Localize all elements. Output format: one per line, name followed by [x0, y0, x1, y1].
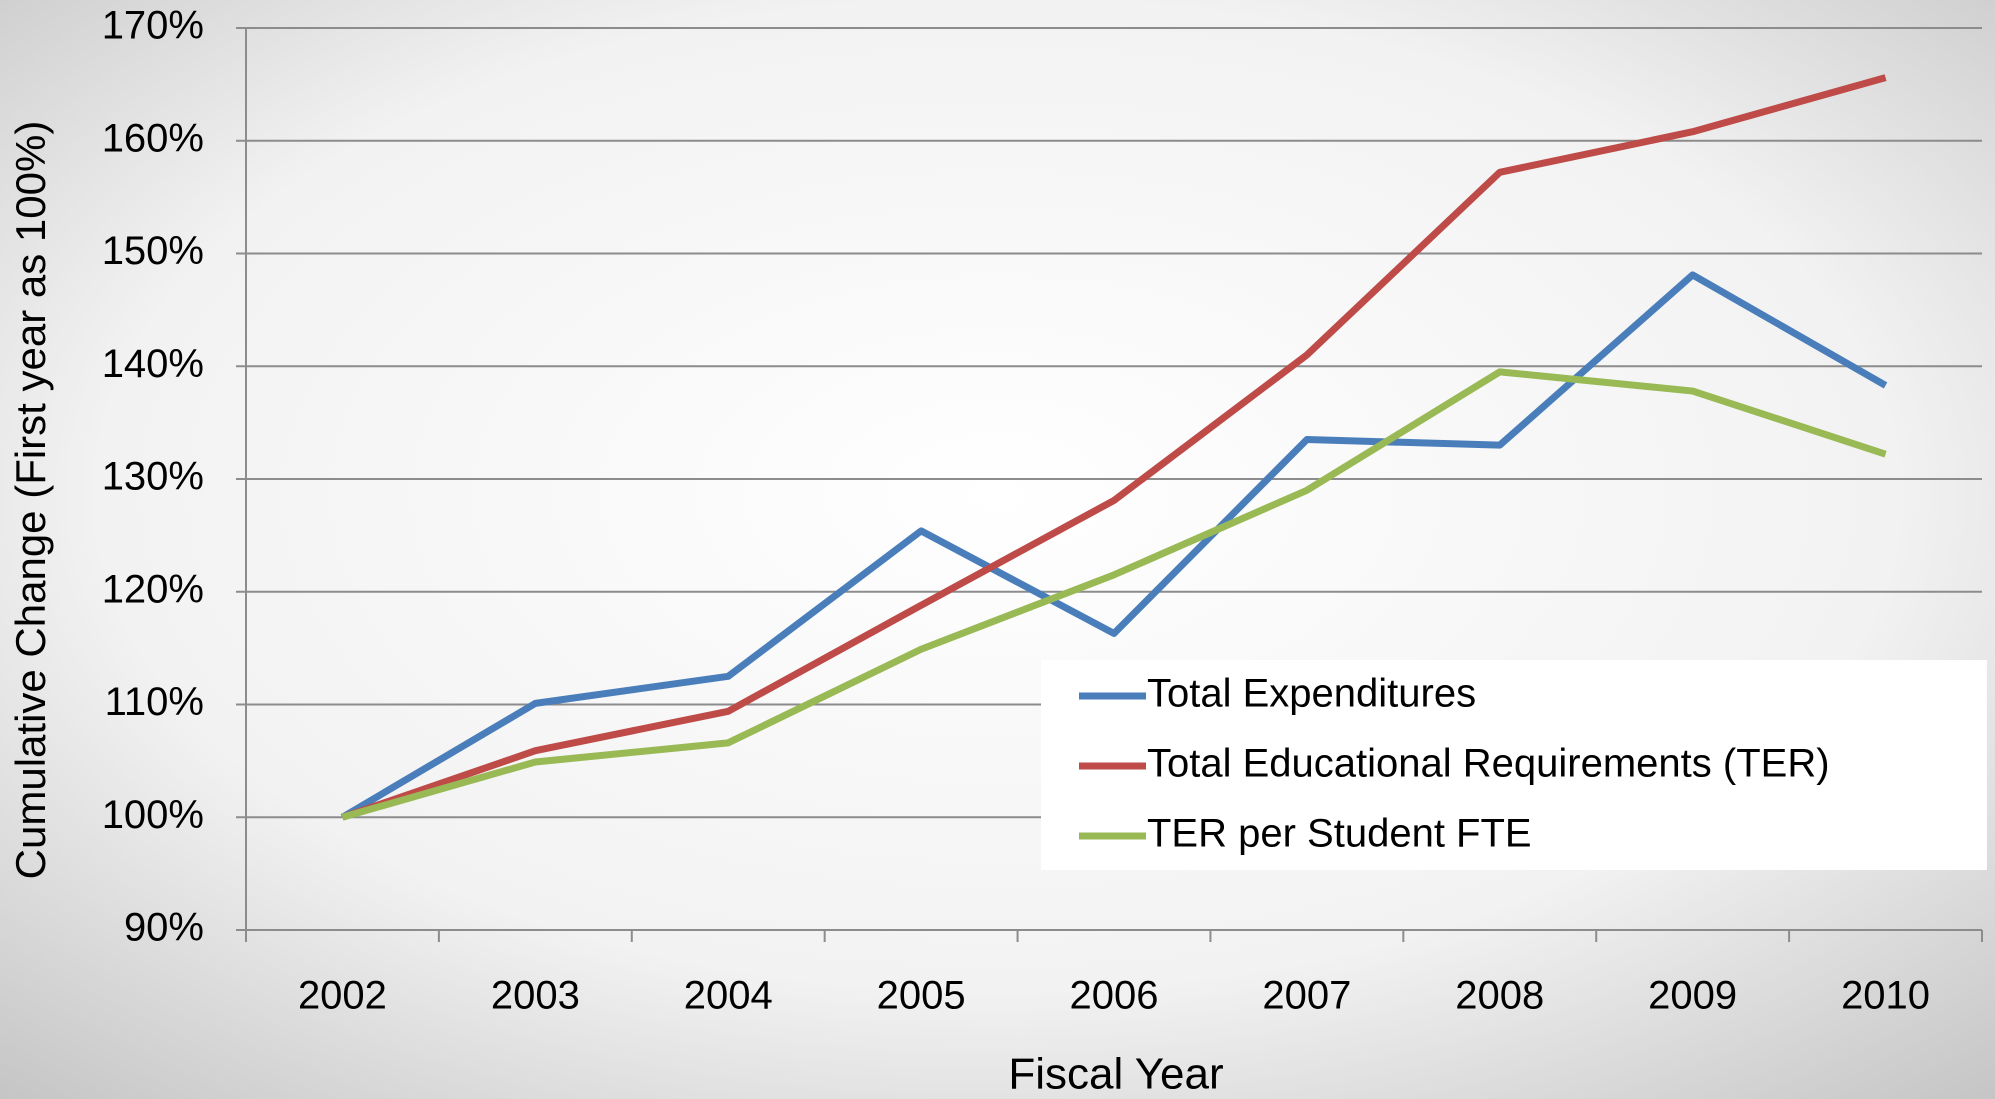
x-axis-title: Fiscal Year [1008, 1050, 1223, 1099]
y-tick-label: 100% [102, 793, 204, 837]
legend-label: TER per Student FTE [1147, 812, 1532, 856]
x-tick-label: 2004 [684, 974, 773, 1018]
y-tick-label: 130% [102, 455, 204, 499]
x-tick-label: 2010 [1841, 974, 1930, 1018]
data-line [340, 271, 1888, 821]
legend-box [1041, 660, 1987, 870]
legend-label: Total Expenditures [1147, 672, 1476, 716]
x-tick-label: 2007 [1262, 974, 1351, 1018]
x-tick-label: 2003 [491, 974, 580, 1018]
y-tick-label: 120% [102, 567, 204, 611]
y-tick-label: 150% [102, 229, 204, 273]
y-tick-label: 160% [102, 116, 204, 160]
y-tick-label: 90% [124, 906, 204, 950]
x-tick-label: 2009 [1648, 974, 1737, 1018]
y-axis-title: Cumulative Change (First year as 100%) [7, 121, 54, 880]
y-tick-label: 140% [102, 342, 204, 386]
x-tick-label: 2005 [877, 974, 966, 1018]
data-line [341, 74, 1887, 821]
y-tick-label: 170% [102, 4, 204, 48]
y-tick-label: 110% [105, 680, 204, 724]
x-tick-label: 2002 [298, 974, 387, 1018]
x-tick-label: 2008 [1455, 974, 1544, 1018]
data-line [341, 368, 1887, 821]
legend-label: Total Educational Requirements (TER) [1147, 742, 1830, 786]
x-tick-label: 2006 [1070, 974, 1159, 1018]
